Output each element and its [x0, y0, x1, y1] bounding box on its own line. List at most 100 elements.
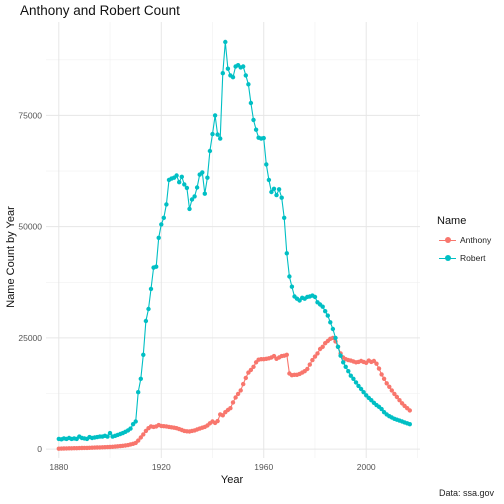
data-point-robert — [148, 286, 154, 292]
legend-label-anthony: Anthony — [460, 235, 492, 245]
data-point-robert — [341, 360, 346, 365]
data-point-anthony — [320, 344, 325, 349]
data-point-robert — [128, 426, 133, 431]
data-point-anthony — [235, 391, 241, 397]
data-point-robert — [264, 162, 269, 167]
data-point-robert — [136, 390, 141, 395]
data-point-robert — [269, 189, 274, 195]
data-point-robert — [187, 206, 192, 212]
x-tick-label: 2000 — [357, 462, 376, 472]
data-point-robert — [179, 174, 184, 179]
data-point-anthony — [251, 364, 256, 369]
data-point-robert — [174, 173, 179, 178]
data-point-anthony — [407, 408, 412, 413]
data-point-robert — [287, 274, 292, 279]
data-point-anthony — [312, 354, 318, 359]
data-point-robert — [202, 191, 207, 196]
data-source-caption: Data: ssa.gov — [438, 488, 494, 498]
data-point-robert — [251, 117, 256, 123]
data-point-robert — [215, 132, 220, 137]
data-point-robert — [194, 185, 200, 190]
data-point-robert — [338, 353, 343, 358]
data-point-robert — [348, 373, 353, 378]
data-point-anthony — [233, 395, 238, 400]
y-tick-label: 75000 — [18, 110, 42, 120]
data-point-robert — [220, 71, 225, 76]
data-point-robert — [289, 284, 295, 289]
data-point-robert — [192, 194, 197, 199]
data-point-robert — [353, 380, 359, 385]
data-point-anthony — [387, 384, 392, 389]
data-point-robert — [312, 294, 318, 300]
data-point-robert — [323, 309, 328, 314]
data-point-robert — [133, 419, 138, 424]
data-point-robert — [282, 215, 287, 220]
data-point-robert — [164, 202, 169, 207]
data-point-robert — [351, 376, 356, 381]
data-point-anthony — [243, 375, 248, 381]
chart-title: Anthony and Robert Count — [20, 3, 180, 18]
data-point-robert — [343, 364, 348, 369]
data-point-anthony — [384, 381, 389, 386]
legend-item-robert: Robert — [439, 251, 486, 265]
data-point-anthony — [238, 388, 243, 393]
data-point-anthony — [315, 351, 320, 356]
data-point-robert — [333, 335, 338, 341]
data-point-robert — [271, 186, 277, 191]
data-point-anthony — [138, 435, 143, 440]
data-point-robert — [328, 320, 333, 325]
data-point-anthony — [389, 388, 394, 393]
data-point-robert — [138, 376, 143, 381]
data-point-robert — [184, 185, 190, 191]
legend-item-anthony: Anthony — [439, 233, 491, 247]
y-tick-label: 50000 — [18, 222, 42, 232]
data-point-anthony — [376, 366, 382, 371]
data-point-robert — [177, 180, 182, 185]
legend-key-anthony — [439, 233, 456, 247]
data-point-robert — [200, 170, 205, 175]
data-point-robert — [143, 318, 149, 324]
data-point-robert — [320, 304, 325, 309]
x-tick-label: 1960 — [254, 462, 273, 472]
data-point-robert — [146, 306, 151, 312]
data-point-anthony — [215, 418, 220, 424]
data-point-robert — [276, 187, 282, 192]
data-point-robert — [243, 73, 248, 78]
data-point-robert — [261, 135, 266, 141]
data-point-anthony — [230, 400, 236, 405]
data-point-robert — [154, 264, 159, 269]
x-tick-label: 1880 — [49, 462, 68, 472]
data-point-robert — [141, 352, 146, 357]
data-point-robert — [223, 39, 228, 45]
y-axis-label: Name Count by Year — [5, 206, 17, 308]
data-point-anthony — [220, 413, 225, 418]
legend-label-robert: Robert — [460, 253, 486, 263]
data-point-anthony — [305, 366, 310, 372]
data-point-anthony — [392, 391, 397, 397]
data-point-robert — [346, 369, 351, 374]
series-line-robert — [58, 41, 410, 440]
data-point-robert — [330, 326, 336, 332]
data-point-anthony — [374, 361, 379, 366]
data-point-robert — [379, 406, 384, 412]
data-point-robert — [361, 390, 366, 395]
legend-key-robert — [439, 251, 456, 265]
data-point-robert — [210, 131, 215, 137]
legend-title: Name — [437, 215, 467, 227]
data-point-robert — [107, 430, 113, 436]
data-point-robert — [161, 215, 166, 220]
data-point-anthony — [310, 357, 315, 363]
data-point-robert — [279, 195, 284, 200]
series-layer — [56, 39, 412, 451]
series-robert — [56, 39, 412, 442]
x-tick-label: 1920 — [152, 462, 171, 472]
series-anthony — [56, 335, 412, 451]
data-point-robert — [241, 64, 246, 69]
data-point-robert — [159, 222, 164, 227]
data-point-anthony — [394, 394, 400, 400]
y-tick-label: 25000 — [18, 333, 42, 343]
data-point-robert — [189, 197, 195, 202]
data-point-anthony — [397, 398, 402, 403]
data-point-robert — [105, 434, 110, 439]
data-point-robert — [182, 182, 187, 187]
